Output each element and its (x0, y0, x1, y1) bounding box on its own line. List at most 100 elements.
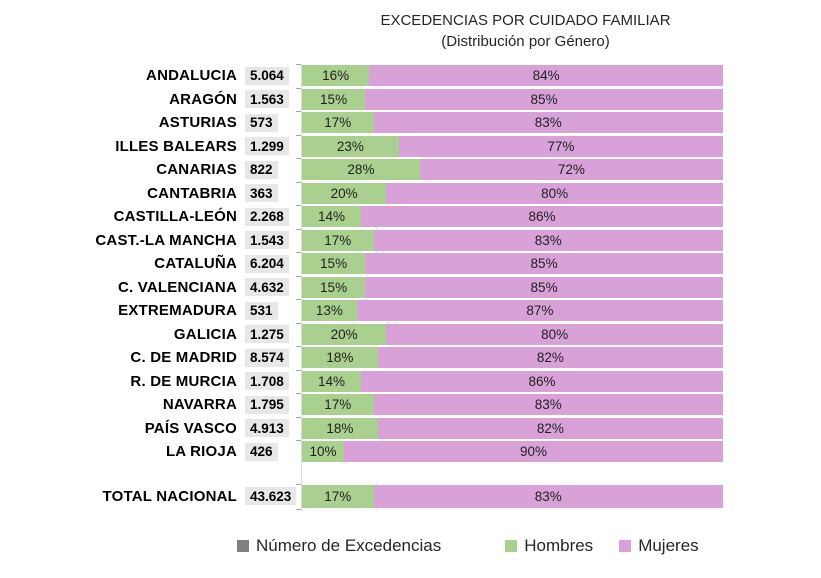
bar-track: 20% 80% (296, 322, 723, 345)
mujeres-bar-segment: 87% (356, 300, 723, 322)
legend-swatch-icon (619, 540, 632, 552)
excedencias-value-cell: 2.268 (245, 207, 302, 227)
chart-row: C. DE MADRID 8.574 18% 82% (0, 346, 821, 370)
bar-track: 13% 87% (296, 299, 723, 322)
legend-label: Mujeres (638, 536, 699, 555)
bar-track: 16% 84% (296, 64, 723, 87)
mujeres-bar-segment: 86% (360, 206, 723, 228)
hombres-percent-label: 20% (330, 326, 358, 342)
mujeres-percent-label: 77% (547, 138, 575, 154)
mujeres-bar-segment: 85% (365, 276, 723, 298)
excedencias-value: 363 (245, 184, 278, 202)
excedencias-value-cell: 1.708 (245, 372, 302, 391)
chart-row: CANTABRIA 363 20% 80% (0, 181, 821, 206)
mujeres-percent-label: 85% (530, 256, 558, 272)
legend-item: Hombres (505, 536, 593, 556)
mujeres-percent-label: 72% (557, 162, 585, 178)
chart-row: ARAGÓN 1.563 15% 85% (0, 87, 821, 112)
bar-track: 17% 83% (296, 228, 723, 251)
hombres-bar-segment: 18% (302, 417, 378, 439)
excedencias-value: 4.913 (245, 419, 289, 437)
hombres-bar-segment: 13% (302, 300, 357, 322)
bar-track: 17% 83% (296, 111, 723, 134)
hombres-bar-segment: 15% (302, 253, 366, 275)
chart-row: CATALUÑA 6.204 15% 85% (0, 252, 821, 276)
chart-row: EXTREMADURA 531 13% 87% (0, 299, 821, 323)
hombres-percent-label: 14% (317, 209, 345, 225)
excedencias-value: 2.268 (245, 207, 289, 226)
chart-row: ILLES BALEARS 1.299 23% 77% (0, 134, 821, 159)
hombres-bar-segment: 15% (302, 88, 366, 110)
hombres-bar-segment: 23% (302, 135, 399, 157)
mujeres-percent-label: 85% (530, 279, 558, 295)
region-label: ANDALUCIA (146, 67, 237, 85)
bar-track: 15% 85% (296, 275, 723, 298)
mujeres-percent-label: 83% (534, 232, 562, 248)
hombres-percent-label: 23% (336, 138, 364, 154)
bar-track: 17% 83% (296, 393, 723, 416)
excedencias-value: 426 (245, 442, 278, 461)
hombres-percent-label: 20% (330, 185, 358, 201)
legend-swatch-icon (237, 540, 249, 552)
region-label: PAÍS VASCO (144, 419, 237, 437)
mujeres-bar-segment: 83% (373, 112, 723, 134)
excedencias-value: 1.275 (245, 325, 289, 343)
chart-row: LA RIOJA 426 10% 90% (0, 440, 821, 464)
hombres-bar-segment: 28% (302, 159, 420, 181)
category-axis-line (301, 64, 302, 511)
mujeres-percent-label: 80% (541, 326, 569, 342)
bar-track: 20% 80% (296, 181, 723, 204)
excedencias-value-cell: 363 (245, 184, 302, 203)
bar-track: 14% 86% (296, 369, 723, 392)
bar-track: 18% 82% (296, 416, 723, 439)
mujeres-percent-label: 83% (534, 397, 562, 413)
excedencias-value: 8.574 (245, 348, 289, 367)
hombres-bar-segment: 17% (302, 229, 374, 251)
chart-row: CASTILLA-LEÓN 2.268 14% 86% (0, 205, 821, 229)
mujeres-bar-segment: 77% (398, 135, 723, 157)
excedencias-value-cell: 8.574 (245, 348, 302, 368)
hombres-bar-segment: 17% (302, 394, 374, 416)
region-label: CASTILLA-LEÓN (113, 208, 237, 226)
chart-row: PAÍS VASCO 4.913 18% 82% (0, 416, 821, 441)
legend-item: Mujeres (619, 536, 699, 556)
hombres-percent-label: 28% (347, 162, 375, 178)
excedencias-value-cell: 573 (245, 113, 302, 133)
excedencias-value: 1.299 (245, 137, 289, 155)
excedencias-value-cell: 822 (245, 160, 302, 180)
chart-title: EXCEDENCIAS POR CUIDADO FAMILIAR (Distri… (315, 10, 736, 52)
mujeres-bar-segment: 82% (377, 347, 723, 369)
mujeres-bar-segment: 84% (369, 65, 723, 87)
bar-track: 18% 82% (296, 346, 723, 369)
excedencias-value: 43.623 (245, 487, 297, 506)
mujeres-bar-segment: 90% (344, 441, 723, 463)
chart-row: C. VALENCIANA 4.632 15% 85% (0, 275, 821, 300)
bar-track: 10% 90% (296, 440, 723, 463)
hombres-bar-segment: 15% (302, 276, 366, 298)
hombres-percent-label: 13% (315, 303, 343, 319)
region-label: CAST.-LA MANCHA (95, 231, 237, 249)
legend-item: Número de Excedencias (237, 536, 441, 556)
mujeres-percent-label: 86% (528, 373, 556, 389)
legend-label: Número de Excedencias (256, 536, 442, 555)
hombres-percent-label: 16% (322, 68, 350, 84)
region-label: CANTABRIA (147, 184, 237, 202)
bar-track: 15% 85% (296, 87, 723, 110)
excedencias-value: 1.795 (245, 395, 289, 414)
bar-track: 14% 86% (296, 205, 723, 228)
hombres-percent-label: 14% (317, 373, 345, 389)
mujeres-bar-segment: 80% (386, 182, 723, 204)
region-label: EXTREMADURA (118, 302, 237, 320)
hombres-bar-segment: 20% (302, 182, 387, 204)
region-label: GALICIA (173, 325, 237, 343)
bar-rows-container: ANDALUCIA 5.064 16% 84% ARAGÓN 1.563 15% (0, 64, 821, 510)
chart-row: GALICIA 1.275 20% 80% (0, 322, 821, 347)
hombres-bar-segment: 14% (302, 206, 361, 228)
chart-row-total: TOTAL NACIONAL 43.623 17% 83% (0, 484, 821, 510)
hombres-percent-label: 18% (326, 420, 354, 436)
mujeres-percent-label: 82% (536, 350, 564, 366)
excedencias-value-cell: 4.913 (245, 419, 302, 438)
excedencias-value: 5.064 (245, 66, 289, 85)
hombres-percent-label: 10% (309, 444, 337, 460)
excedencias-value: 6.204 (245, 254, 289, 273)
